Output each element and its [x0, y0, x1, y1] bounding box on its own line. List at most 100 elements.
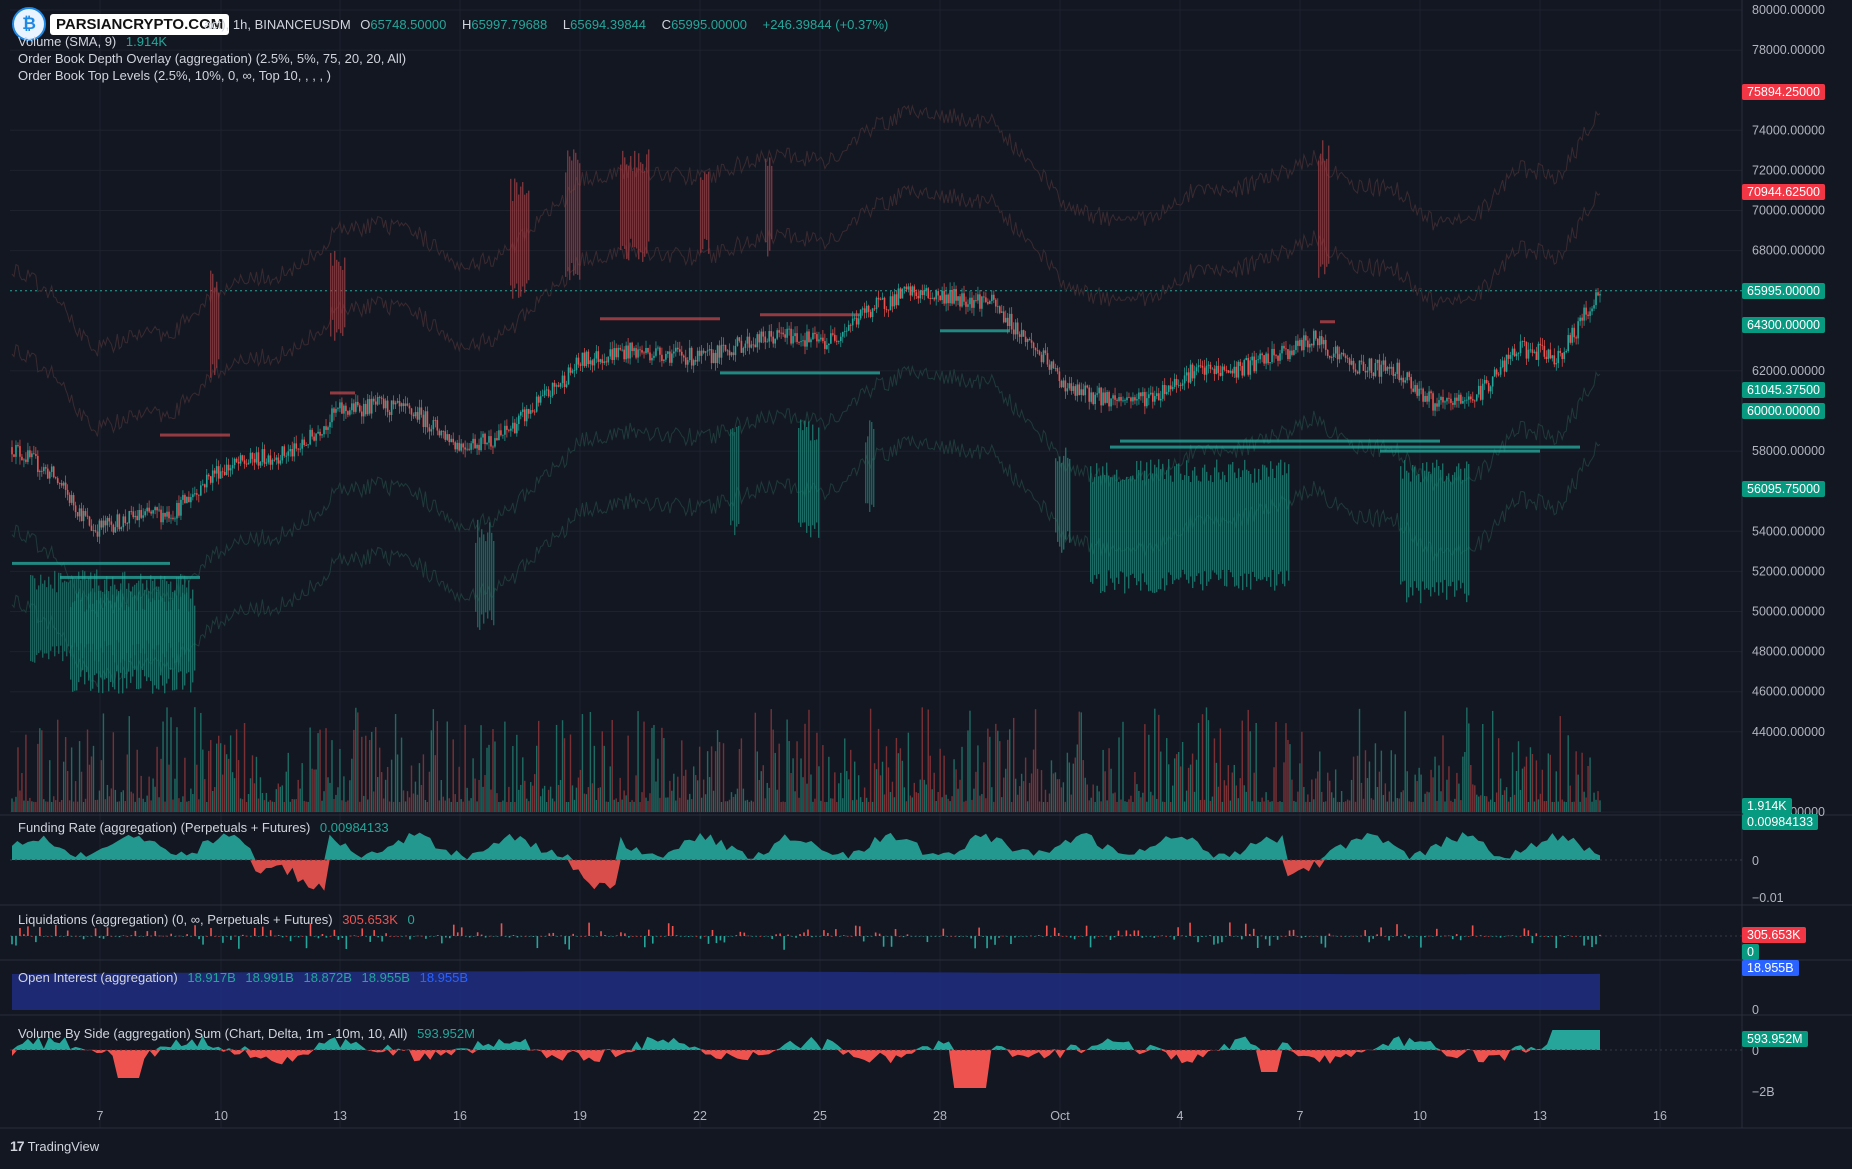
- candle: [1346, 354, 1349, 363]
- volume-bar: [253, 783, 256, 812]
- tradingview-brand[interactable]: 17 TradingView: [10, 1138, 99, 1154]
- liq-bar: [1559, 935, 1562, 937]
- volume-legend[interactable]: Volume (SMA, 9) 1.914K: [18, 34, 173, 49]
- candle: [1275, 353, 1277, 359]
- volume-bar: [812, 801, 814, 812]
- volume-bar: [39, 728, 41, 812]
- volume-bar: [1454, 798, 1456, 812]
- volume-by-side-legend[interactable]: Volume By Side (aggregation) Sum (Chart,…: [18, 1026, 481, 1041]
- volume-bar: [1104, 771, 1106, 812]
- liq-bar: [1412, 936, 1414, 937]
- candle: [360, 405, 363, 424]
- volume-bar: [917, 793, 919, 812]
- symbol-legend[interactable]: act), 1h, BINANCEUSDM O65748.50000 H6599…: [204, 17, 894, 32]
- liq-bar: [1280, 936, 1283, 937]
- candle: [1464, 396, 1466, 409]
- candle: [712, 349, 715, 364]
- candle: [1591, 306, 1593, 316]
- candle: [1138, 388, 1140, 405]
- candle: [1227, 370, 1230, 374]
- candle: [295, 435, 298, 452]
- volume-bar: [112, 732, 115, 812]
- candle: [1016, 318, 1019, 342]
- candle: [828, 343, 830, 354]
- volume-bar: [987, 728, 989, 812]
- candle: [788, 325, 790, 336]
- candle: [746, 328, 749, 352]
- funding-legend[interactable]: Funding Rate (aggregation) (Perpetuals +…: [18, 820, 395, 835]
- liq-bar: [767, 936, 769, 937]
- volume-bar: [361, 736, 363, 812]
- candle: [663, 359, 665, 364]
- candle: [1368, 357, 1371, 379]
- volume-bar: [432, 709, 435, 812]
- candle: [1382, 353, 1385, 372]
- candle: [1559, 347, 1562, 357]
- volume-bar: [164, 801, 166, 812]
- candle: [508, 428, 510, 433]
- volume-bar: [343, 776, 345, 812]
- volume-bar: [1243, 785, 1245, 812]
- volume-bar: [1450, 800, 1452, 812]
- candle: [160, 505, 162, 530]
- volume-bar: [41, 730, 43, 812]
- volume-bar: [677, 776, 679, 812]
- volume-bar: [1319, 751, 1321, 812]
- liquidations-legend[interactable]: Liquidations (aggregation) (0, ∞, Perpet…: [18, 912, 421, 927]
- liq-bar: [1471, 925, 1474, 936]
- volume-bar: [619, 777, 621, 812]
- candle: [887, 309, 890, 318]
- top-levels-legend[interactable]: Order Book Top Levels (2.5%, 10%, 0, ∞, …: [18, 68, 332, 83]
- liq-bar: [504, 936, 507, 937]
- liq-bar: [644, 936, 646, 948]
- liq-bar: [978, 927, 980, 936]
- candle: [698, 346, 701, 362]
- volume-bar: [655, 781, 657, 812]
- candle: [1163, 378, 1166, 401]
- candle: [1122, 396, 1124, 403]
- candle: [1112, 393, 1114, 406]
- liq-bar: [409, 936, 411, 940]
- volume-bar: [182, 796, 184, 812]
- candle: [853, 314, 856, 321]
- candle: [311, 427, 313, 440]
- candle: [1032, 341, 1035, 356]
- candle: [1142, 387, 1144, 403]
- candle: [104, 515, 107, 533]
- liq-bar: [78, 936, 81, 937]
- liq-bar: [950, 935, 953, 937]
- candle: [269, 449, 272, 471]
- volume-bar: [857, 775, 860, 812]
- candle: [1237, 360, 1240, 380]
- candle: [1396, 358, 1399, 379]
- liq-bar: [1364, 930, 1366, 936]
- liq-bar: [15, 936, 17, 946]
- candle: [557, 381, 560, 388]
- volume-bar: [108, 796, 111, 812]
- candle: [1203, 359, 1206, 381]
- volume-bar: [555, 724, 558, 812]
- liq-bar: [1189, 922, 1191, 936]
- top-level-bar: [720, 371, 880, 375]
- open-interest-legend[interactable]: Open Interest (aggregation) 18.917B 18.9…: [18, 970, 474, 985]
- candle: [955, 285, 957, 307]
- volume-bar: [844, 738, 846, 812]
- liq-bar: [472, 936, 475, 937]
- volume-bar: [1370, 798, 1373, 812]
- volume-bar: [243, 722, 246, 812]
- top-level-bar: [330, 391, 355, 395]
- liq-bar: [58, 936, 61, 937]
- candle: [1326, 349, 1329, 359]
- liq-bar: [918, 936, 921, 937]
- candle: [971, 291, 973, 314]
- volume-bar: [217, 735, 220, 812]
- liq-bar: [1443, 935, 1446, 937]
- volume-bar: [184, 757, 186, 812]
- volume-bar: [738, 748, 741, 812]
- candle: [118, 513, 121, 532]
- liq-bar: [564, 936, 567, 945]
- depth-overlay-legend[interactable]: Order Book Depth Overlay (aggregation) (…: [18, 51, 407, 66]
- liq-bar: [480, 934, 483, 936]
